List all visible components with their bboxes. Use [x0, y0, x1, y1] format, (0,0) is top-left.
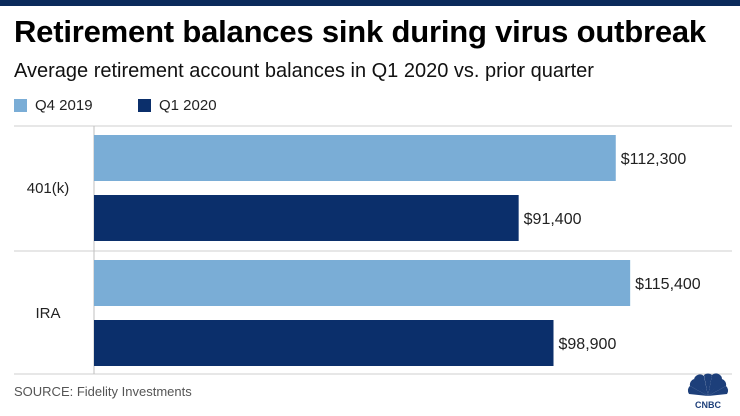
bar-1-1 — [94, 320, 554, 366]
chart-subtitle: Average retirement account balances in Q… — [14, 60, 594, 82]
category-label-0: 401(k) — [27, 180, 70, 197]
source-note: SOURCE: Fidelity Investments — [14, 384, 192, 399]
legend-label-q1-2020: Q1 2020 — [159, 97, 217, 114]
cnbc-peacock-logo: CNBC — [687, 373, 729, 410]
data-label-1-1: $98,900 — [559, 336, 617, 353]
logo-text: CNBC — [695, 400, 721, 410]
top-accent-bar — [0, 0, 740, 6]
bar-1-0 — [94, 260, 631, 306]
legend-item-q4-2019: Q4 2019 — [14, 97, 93, 114]
bar-0-1 — [94, 195, 519, 241]
legend-label-q4-2019: Q4 2019 — [35, 97, 93, 114]
data-label-0-1: $91,400 — [524, 211, 582, 228]
data-label-0-0: $112,300 — [621, 151, 687, 168]
legend-swatch-q4-2019 — [14, 99, 27, 112]
chart-title: Retirement balances sink during virus ou… — [14, 14, 706, 49]
bar-0-0 — [94, 135, 616, 181]
category-label-1: IRA — [35, 305, 60, 322]
legend-item-q1-2020: Q1 2020 — [138, 97, 217, 114]
data-label-1-0: $115,400 — [635, 276, 701, 293]
legend-swatch-q1-2020 — [138, 99, 151, 112]
